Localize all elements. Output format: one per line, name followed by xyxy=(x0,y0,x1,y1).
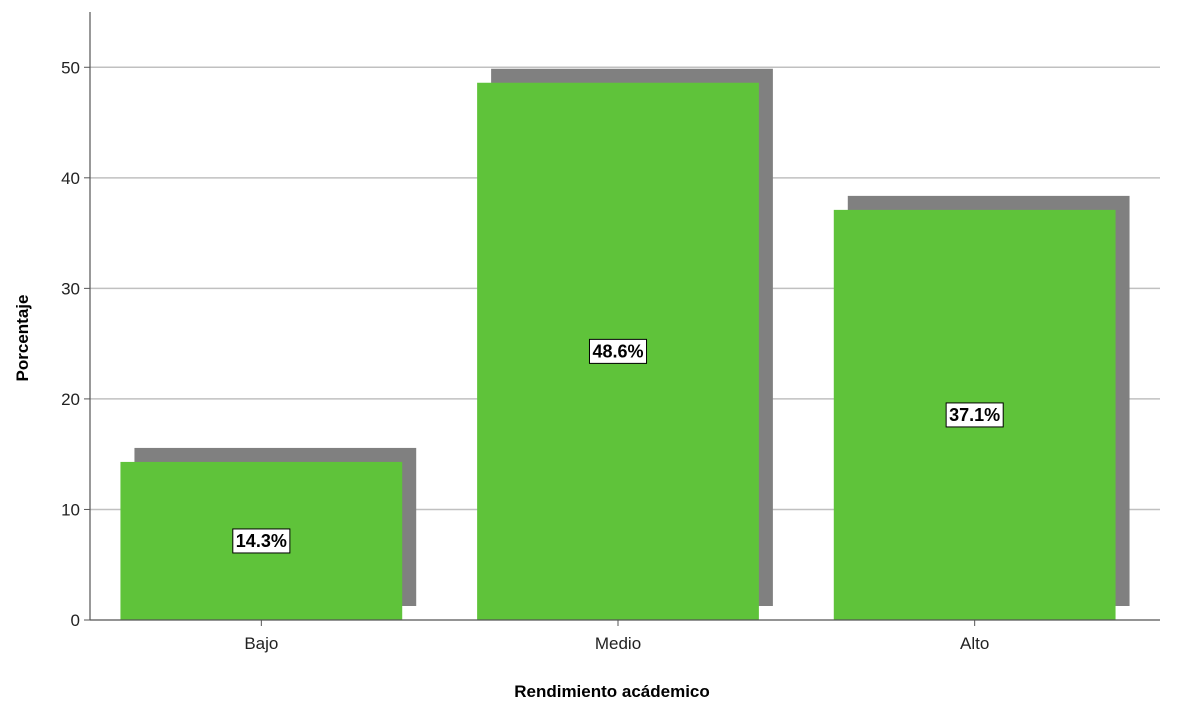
y-axis-title: Porcentaje xyxy=(13,295,32,382)
data-labels: 14.3% 48.6% 37.1% xyxy=(232,338,1004,554)
axes: 0 10 20 30 40 50 Bajo Medio Alto xyxy=(61,12,1160,653)
data-label-box-alto xyxy=(945,402,1004,428)
x-axis-title: Rendimiento acádemico xyxy=(514,682,710,701)
data-label-box-medio xyxy=(588,338,648,364)
y-tick-label-10: 10 xyxy=(61,500,80,519)
y-tick-label-30: 30 xyxy=(61,279,80,298)
y-tick-label-20: 20 xyxy=(61,390,80,409)
data-label-box-bajo xyxy=(232,528,291,554)
y-tick-label-50: 50 xyxy=(61,58,80,77)
data-label-alto: 37.1% xyxy=(949,405,1000,425)
y-tick-label-0: 0 xyxy=(71,611,80,630)
x-tick-label-medio: Medio xyxy=(595,634,641,653)
x-tick-label-alto: Alto xyxy=(960,634,989,653)
data-label-bajo: 14.3% xyxy=(236,531,287,551)
data-label-medio: 48.6% xyxy=(592,341,643,361)
y-tick-label-40: 40 xyxy=(61,169,80,188)
x-tick-label-bajo: Bajo xyxy=(244,634,278,653)
